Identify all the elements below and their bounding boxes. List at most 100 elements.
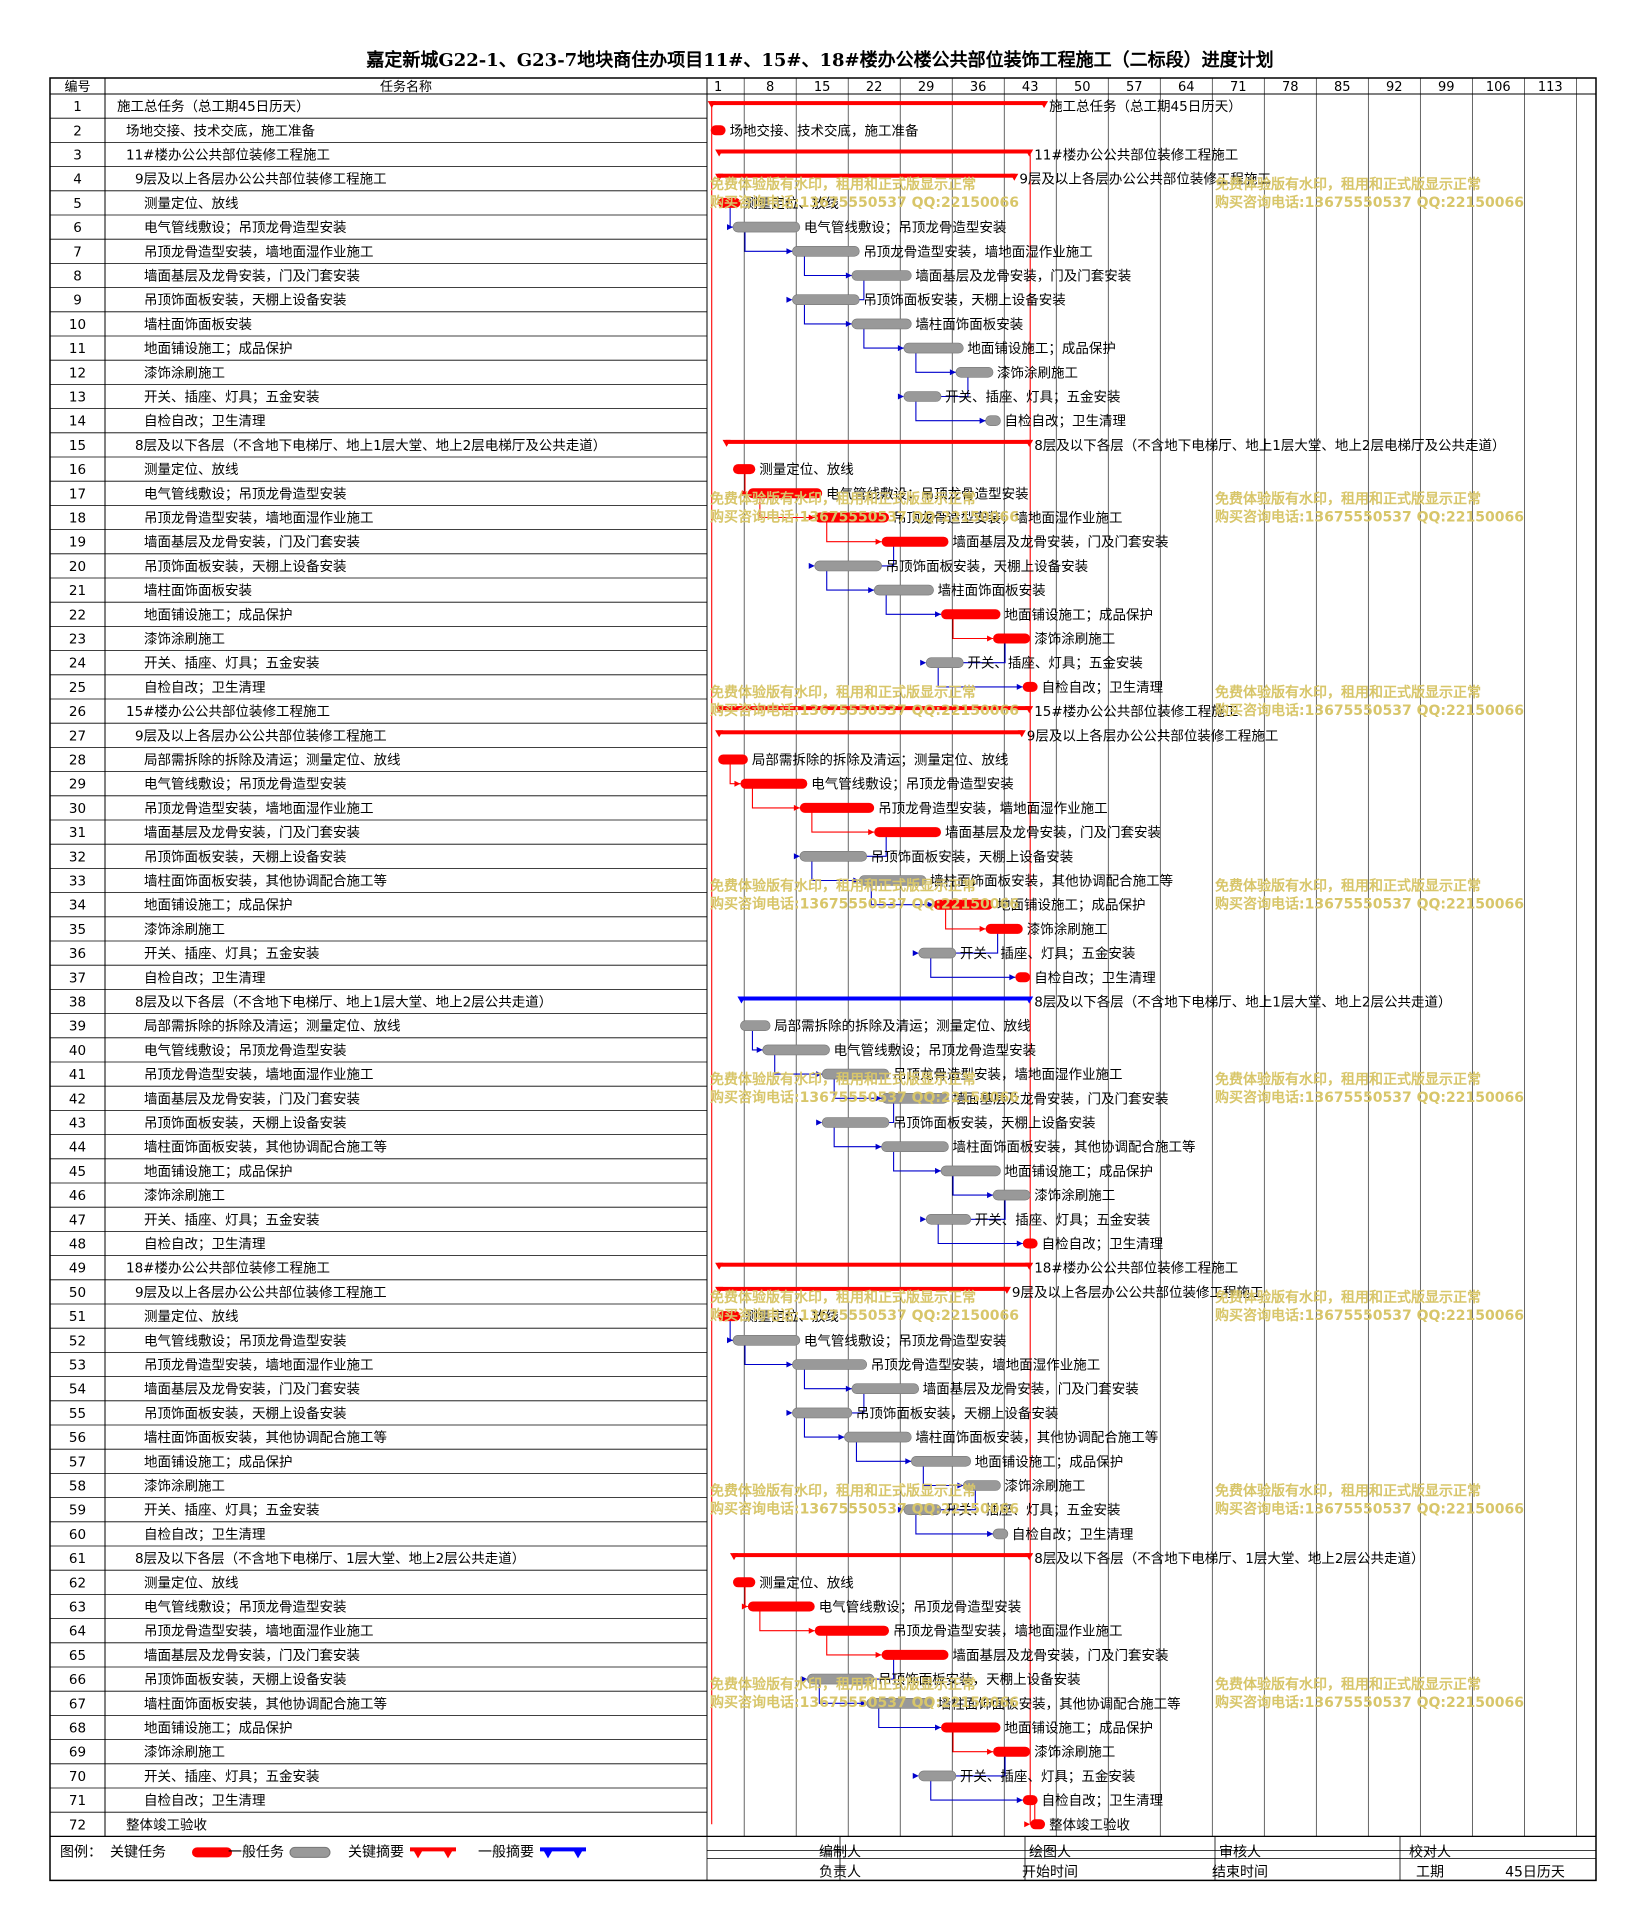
bar-label: 墙柱面饰面板安装，其他协调配合施工等 [952, 1139, 1195, 1156]
link-arrowhead [1016, 1240, 1023, 1247]
dependency-link [930, 1779, 1023, 1801]
bar-label: 开关、插座、灯具；五金安装 [967, 656, 1142, 672]
bar-label: 电气管线敷设；吊顶龙骨造型安装 [811, 777, 1014, 793]
link-arrowhead [808, 1627, 815, 1634]
task-bar [814, 512, 890, 523]
task-id: 72 [69, 1817, 86, 1833]
footer-checker: 校对人 [1409, 1843, 1451, 1860]
task-id: 56 [69, 1430, 86, 1446]
summary-bar [718, 706, 1031, 711]
summary-cap-right [1025, 1553, 1034, 1561]
bar-label: 吊顶饰面板安装，天棚上设备安装 [878, 1671, 1081, 1688]
watermark-line1: 免费体验版有水印，租用和正式版显示正常 [710, 878, 976, 895]
task-id: 59 [69, 1503, 86, 1519]
link-arrowhead [868, 829, 875, 836]
link-arrowhead [987, 635, 994, 642]
task-id: 62 [69, 1575, 86, 1591]
bar-label: 墙面基层及龙骨安装，门及门套安装 [952, 1090, 1168, 1107]
dependency-link [833, 1078, 882, 1099]
bar-label: 地面铺设施工；成品保护 [967, 341, 1115, 357]
watermark-line1: 免费体验版有水印，租用和正式版显示正常 [1215, 176, 1481, 193]
watermark-line2: 购买咨询电话:13675550537 QQ:22150066 [710, 508, 1019, 525]
dependency-link [855, 1441, 912, 1462]
task-name: 墙面基层及龙骨安装，门及门套安装 [144, 534, 360, 551]
link-arrowhead [920, 659, 927, 666]
task-id: 43 [69, 1116, 86, 1132]
task-id: 49 [69, 1261, 86, 1277]
task-name: 地面铺设施工；成品保护 [144, 341, 293, 357]
task-bar [903, 1504, 942, 1515]
task-id: 10 [69, 317, 86, 333]
link-arrowhead [920, 1216, 927, 1223]
task-name: 测量定位、放线 [144, 1309, 239, 1325]
task-name: 施工总任务（总工期45日历天） [117, 99, 310, 115]
bar-label: 漆饰涂刷施工 [1034, 1745, 1115, 1761]
task-id: 27 [69, 728, 86, 744]
task-name: 局部需拆除的拆除及清运；测量定位、放线 [144, 1019, 401, 1035]
task-bar [955, 366, 994, 378]
watermark-line1: 免费体验版有水印，租用和正式版显示正常 [710, 490, 976, 507]
task-bar [992, 1189, 1031, 1201]
task-bar [940, 1165, 1001, 1177]
link-arrowhead [1024, 1821, 1031, 1828]
task-id: 66 [69, 1672, 86, 1688]
bar-label: 吊顶龙骨造型安装，墙地面湿作业施工 [893, 1067, 1122, 1083]
dependency-link [922, 1465, 964, 1487]
task-id: 53 [69, 1358, 86, 1374]
link-arrowhead [845, 320, 852, 327]
legend-summary [540, 1847, 586, 1859]
dependency-link [915, 1513, 994, 1535]
task-name: 墙柱面饰面板安装，其他协调配合施工等 [144, 873, 387, 890]
bar-label: 自检自改；卫生清理 [1004, 414, 1126, 430]
task-id: 36 [69, 946, 86, 962]
task-bar [985, 923, 1023, 934]
task-name: 自检自改；卫生清理 [144, 1237, 266, 1253]
time-tick-label: 43 [1022, 80, 1039, 95]
link-arrowhead [741, 490, 748, 497]
task-bar [792, 246, 860, 257]
dependency-link [751, 1029, 763, 1051]
task-id: 14 [69, 414, 86, 430]
footer-duration-value: 45日历天 [1505, 1864, 1565, 1880]
link-arrowhead [875, 1651, 882, 1658]
time-tick-label: 113 [1538, 80, 1563, 95]
bar-label: 施工总任务（总工期45日历天） [1049, 99, 1242, 115]
task-name: 8层及以下各层（不含地下电梯厅、地上1层大堂、地上2层电梯厅及公共走道） [135, 438, 606, 454]
task-rows: 1 施工总任务（总工期45日历天） 2 场地交接、技术交底，施工准备 3 11#楼办公公共… [69, 99, 606, 1833]
dependency-link [930, 957, 1016, 978]
link-arrowhead [853, 877, 860, 884]
bar-label: 墙面基层及龙骨安装，门及门套安装 [945, 824, 1161, 841]
link-arrowhead [816, 1071, 823, 1078]
watermark-line2: 购买咨询电话:13675550537 QQ:22150066 [1215, 1694, 1524, 1711]
time-tick-label: 29 [918, 80, 935, 95]
task-bar [881, 1141, 949, 1152]
watermark-line2: 购买咨询电话:13675550537 QQ:22150066 [710, 1694, 1019, 1711]
gantt-header: 1 8 15 22 29 36 43 50 57 64 71 78 85 92 99 106 113 编号 任务名称 [64, 79, 1562, 95]
summary-cap-left [715, 1262, 724, 1270]
task-bar [792, 1359, 868, 1370]
task-name: 墙面基层及龙骨安装，门及门套安装 [144, 824, 360, 841]
task-id: 26 [69, 704, 86, 720]
footer-end-time: 结束时间 [1212, 1864, 1268, 1880]
task-name: 自检自改；卫生清理 [144, 1527, 266, 1543]
task-id: 19 [69, 535, 86, 551]
summary-cap-left [715, 706, 724, 714]
dependency-link [826, 521, 882, 543]
task-bar [792, 294, 860, 306]
bar-label: 电气管线敷设；吊顶龙骨造型安装 [826, 486, 1029, 502]
watermark-line2: 购买咨询电话:13675550537 QQ:22150066 [1215, 1307, 1524, 1324]
link-arrowhead [897, 1506, 904, 1513]
task-id: 68 [69, 1721, 86, 1737]
task-bar [851, 1383, 920, 1394]
time-tick-label: 92 [1386, 80, 1403, 95]
task-bar [992, 1528, 1009, 1540]
legend-label: 图例： [60, 1844, 102, 1860]
task-id: 17 [69, 486, 86, 502]
task-name: 吊顶饰面板安装，天棚上设备安装 [144, 1405, 347, 1422]
task-id: 15 [69, 438, 86, 454]
task-name: 地面铺设施工；成品保护 [144, 1454, 293, 1470]
page-title: 嘉定新城G22-1、G23-7地块商住办项目11#、15#、18#楼办公楼公共部… [366, 50, 1274, 71]
task-bar [821, 1068, 890, 1080]
time-tick-label: 57 [1126, 80, 1143, 95]
